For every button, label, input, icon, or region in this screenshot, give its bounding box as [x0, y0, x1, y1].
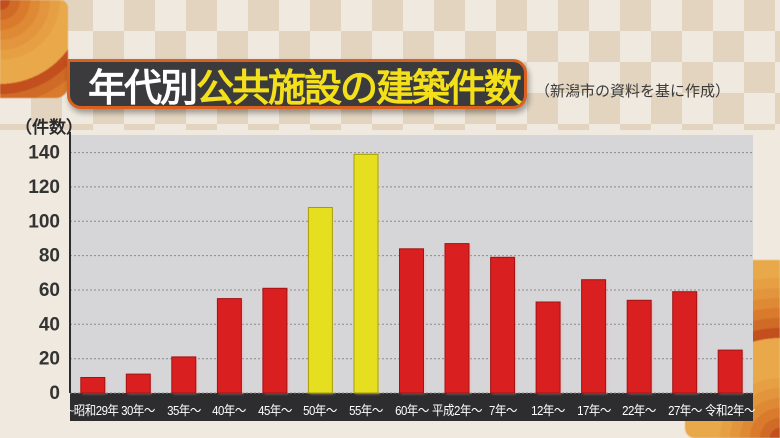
svg-text:40: 40	[39, 314, 60, 335]
svg-text:80: 80	[39, 246, 60, 267]
svg-text:140: 140	[28, 143, 60, 164]
svg-text:0: 0	[49, 383, 60, 404]
svg-text:120: 120	[28, 177, 60, 198]
svg-text:100: 100	[28, 211, 60, 232]
svg-text:20: 20	[39, 349, 60, 370]
svg-text:60: 60	[39, 280, 60, 301]
